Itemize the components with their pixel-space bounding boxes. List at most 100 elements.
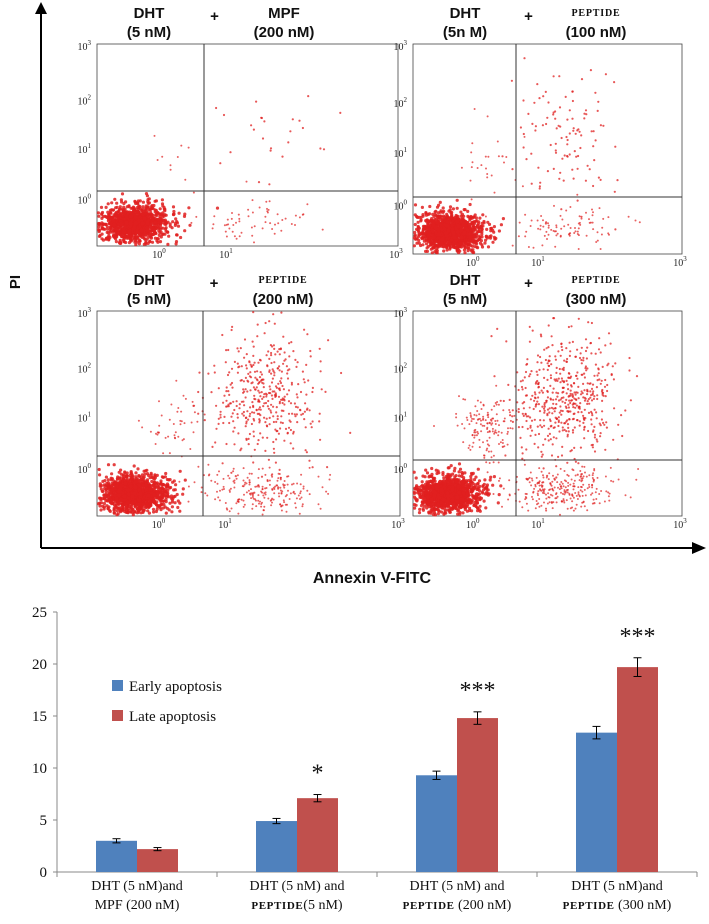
error-bar (633, 657, 642, 677)
flow-panel-1: 103 102 101 100 100 101 103 DHT (5 nM) + MPF (200 n… (78, 5, 404, 261)
bar-y-tick-label: 25 (32, 605, 47, 621)
panel-label-right: PEPTIDE (572, 8, 621, 19)
panel-dots (412, 57, 641, 255)
panel-label-left: DHT (450, 272, 481, 289)
flow-y-axis-title: PI (7, 275, 24, 289)
x-tick-label: 101 (531, 517, 545, 531)
bar-y-tick-label: 15 (32, 709, 47, 725)
y-tick-label: 100 (394, 199, 408, 213)
significance-marker: *** (620, 624, 656, 650)
panel-label-left: (5 nM) (127, 24, 171, 41)
bar-early-apoptosis (576, 732, 617, 872)
bar-early-apoptosis (96, 840, 137, 872)
bar-late-apoptosis (457, 718, 498, 872)
x-tick-label: 103 (673, 517, 687, 531)
panel-plus-sign: + (524, 8, 533, 25)
flow-panel-4: 103 102 101 100 100 101 103 DHT (5 nM) + PEPTIDE (3… (394, 272, 688, 531)
y-tick-label: 100 (78, 462, 92, 476)
panel-plus-sign: + (210, 8, 219, 25)
flow-outer-axes (35, 2, 706, 554)
error-bar (432, 770, 441, 780)
panel-label-right: PEPTIDE (572, 275, 621, 286)
bar-category-label: PEPTIDE (300 nM) (563, 898, 672, 913)
y-tick-label: 101 (78, 411, 92, 425)
flow-panel-2: 103 102 101 100 100 101 103 DHT (5n M) + PEPTIDE (1… (394, 5, 688, 269)
x-tick-label: 100 (152, 247, 166, 261)
panel-label-left: DHT (134, 272, 165, 289)
error-bar (153, 847, 162, 852)
bar-category-label: PEPTIDE (200 nM) (403, 898, 512, 913)
error-bar (112, 838, 121, 844)
panel-label-right: MPF (268, 5, 300, 22)
bar-y-tick-label: 10 (32, 761, 47, 777)
bar-late-apoptosis (297, 798, 338, 872)
panel-label-right: (200 nM) (253, 291, 314, 308)
x-tick-label: 100 (466, 517, 480, 531)
bar-y-tick-label: 20 (32, 657, 47, 673)
panel-label-right: PEPTIDE (259, 275, 308, 286)
legend-swatch (112, 710, 123, 721)
x-tick-label: 101 (219, 247, 233, 261)
y-tick-label: 102 (394, 96, 408, 110)
error-bar (272, 817, 281, 825)
x-tick-label: 100 (152, 517, 166, 531)
bar-category-label: PEPTIDE(5 nM) (251, 898, 342, 913)
flow-panel-3: 103 102 101 100 100 101 103 DHT (5 nM) + PEPTIDE (2… (78, 272, 406, 531)
panel-dots (97, 311, 352, 517)
y-tick-label: 102 (394, 361, 408, 375)
bar-early-apoptosis (416, 775, 457, 872)
panel-frame (96, 43, 399, 247)
bar-late-apoptosis (137, 849, 178, 872)
panel-frame (412, 310, 683, 517)
y-tick-label: 103 (78, 306, 92, 320)
panel-frame (412, 43, 683, 255)
panel-label-right: (200 nM) (254, 24, 315, 41)
y-tick-label: 103 (78, 39, 92, 53)
error-bar (592, 725, 601, 740)
y-tick-label: 103 (394, 39, 408, 53)
x-tick-label: 103 (389, 247, 403, 261)
panel-plus-sign: + (210, 275, 219, 292)
panel-frame (96, 310, 401, 517)
legend-swatch (112, 680, 123, 691)
y-tick-label: 101 (394, 146, 408, 160)
panel-plus-sign: + (524, 275, 533, 292)
bar-category-label: DHT (5 nM)and (571, 879, 663, 894)
bar-category-label: DHT (5 nM) and (409, 879, 504, 894)
y-tick-label: 103 (394, 306, 408, 320)
y-tick-label: 100 (394, 462, 408, 476)
flow-x-axis-title: Annexin V-FITC (313, 570, 432, 587)
bar-early-apoptosis (256, 821, 297, 872)
panel-label-left: (5n M) (443, 24, 487, 41)
bar-category-label: DHT (5 nM)and (91, 879, 183, 894)
y-tick-label: 100 (78, 193, 92, 207)
error-bar (313, 794, 322, 803)
bar-late-apoptosis (617, 667, 658, 872)
panel-label-left: DHT (450, 5, 481, 22)
x-tick-label: 103 (391, 517, 405, 531)
y-tick-label: 102 (78, 361, 92, 375)
significance-marker: * (312, 761, 324, 787)
bar-category-label: DHT (5 nM) and (249, 879, 344, 894)
panel-dots (96, 95, 342, 247)
bar-y-tick-label: 0 (40, 865, 48, 881)
y-tick-label: 101 (78, 142, 92, 156)
y-tick-label: 102 (78, 94, 92, 108)
flow-cytometry-figure: PI Annexin V-FITC 103 102 101 100 100 101 103 D… (7, 2, 706, 587)
panel-label-right: (300 nM) (566, 291, 627, 308)
legend-label: Early apoptosis (129, 679, 222, 695)
panel-label-left: (5 nM) (443, 291, 487, 308)
panel-label-right: (100 nM) (566, 24, 627, 41)
panel-label-left: (5 nM) (127, 291, 171, 308)
bar-y-tick-label: 5 (40, 813, 48, 829)
x-tick-label: 103 (673, 255, 687, 269)
panel-label-left: DHT (134, 5, 165, 22)
y-tick-label: 101 (394, 411, 408, 425)
panel-dots (412, 317, 640, 517)
significance-marker: *** (460, 678, 496, 704)
x-tick-label: 101 (531, 255, 545, 269)
x-tick-label: 101 (218, 517, 232, 531)
legend-label: Late apoptosis (129, 709, 216, 725)
error-bar (473, 711, 482, 725)
